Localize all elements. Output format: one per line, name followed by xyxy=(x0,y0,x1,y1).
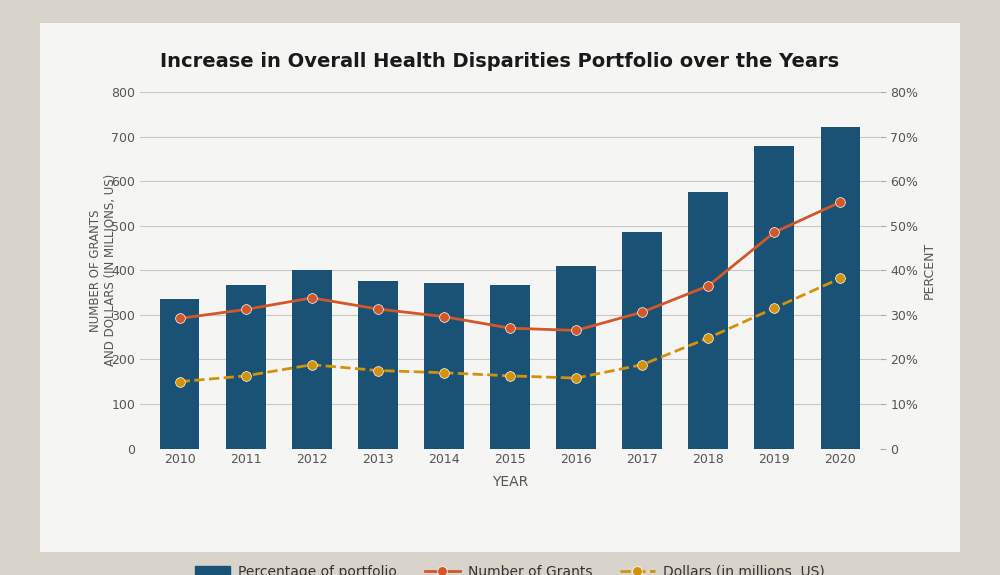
Bar xyxy=(358,281,398,448)
Bar xyxy=(160,299,199,448)
X-axis label: YEAR: YEAR xyxy=(492,475,528,489)
Y-axis label: NUMBER OF GRANTS
AND DOLLARS (IN MILLIONS, US): NUMBER OF GRANTS AND DOLLARS (IN MILLION… xyxy=(89,174,117,366)
Bar xyxy=(688,192,728,448)
Bar xyxy=(622,232,662,448)
Y-axis label: PERCENT: PERCENT xyxy=(923,242,936,299)
Bar xyxy=(490,285,530,448)
Bar xyxy=(292,270,332,448)
Text: Increase in Overall Health Disparities Portfolio over the Years: Increase in Overall Health Disparities P… xyxy=(160,52,840,71)
Bar xyxy=(556,266,596,448)
Bar xyxy=(226,285,266,448)
Bar xyxy=(424,283,464,448)
Bar xyxy=(754,147,794,448)
Legend: Percentage of portfolio, Number of Grants, Dollars (in millions, US): Percentage of portfolio, Number of Grant… xyxy=(190,559,830,575)
Bar xyxy=(821,126,860,449)
